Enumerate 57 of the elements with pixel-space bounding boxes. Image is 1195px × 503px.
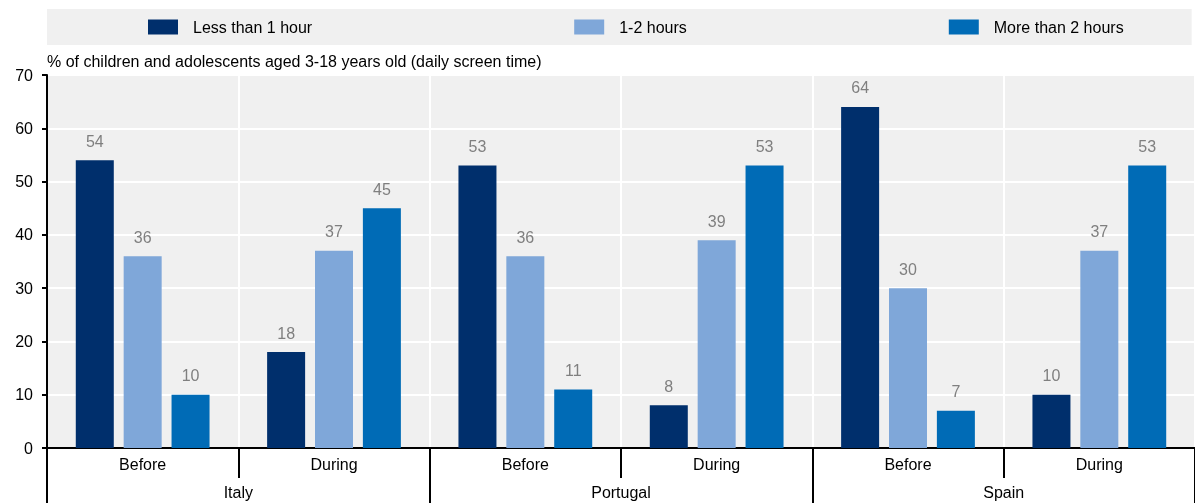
data-label: 10	[1042, 367, 1061, 385]
data-label: 64	[851, 79, 870, 97]
data-label: 53	[468, 138, 487, 156]
bar	[171, 394, 210, 448]
data-label: 36	[133, 228, 152, 246]
data-label: 7	[951, 383, 961, 401]
data-label: 11	[564, 361, 582, 379]
data-label: 54	[85, 132, 104, 150]
y-tick-label: 60	[15, 119, 34, 137]
x-tick-label: During	[693, 455, 741, 473]
bar	[841, 106, 880, 448]
bar	[889, 288, 927, 448]
bar	[554, 389, 593, 448]
data-label: 8	[664, 377, 674, 395]
bar	[1128, 165, 1167, 448]
bar	[506, 256, 545, 448]
data-label: 53	[1138, 138, 1157, 156]
bar	[1032, 394, 1071, 448]
x-tick-label: Before	[119, 455, 167, 473]
data-label: 10	[181, 367, 200, 385]
bar	[315, 250, 353, 448]
legend-label: Less than 1 hour	[193, 18, 313, 36]
x-tick-label: Before	[884, 455, 932, 473]
x-tick-label: Before	[501, 455, 550, 473]
data-label: 45	[372, 180, 391, 198]
bar	[1080, 250, 1119, 448]
text: Spain	[983, 483, 1025, 501]
bar	[123, 256, 162, 448]
bar	[267, 352, 306, 448]
y-tick-label: 70	[15, 66, 34, 84]
bar	[745, 165, 784, 448]
data-label: 53	[755, 138, 774, 156]
y-tick-label: 30	[15, 279, 34, 297]
data-label: 36	[516, 228, 535, 246]
y-tick-label: 50	[15, 173, 34, 191]
bar	[649, 405, 688, 448]
y-tick-label: 0	[24, 439, 34, 457]
y-tick-label: 40	[15, 226, 34, 244]
y-tick-label: 20	[15, 332, 34, 350]
data-label: 37	[1090, 223, 1109, 241]
legend-label: More than 2 hours	[993, 18, 1124, 36]
bar	[362, 208, 401, 448]
x-tick-label: During	[310, 455, 358, 473]
data-label: 39	[707, 212, 726, 230]
x-tick-label: During	[1075, 455, 1123, 473]
bar	[697, 240, 736, 448]
text: Portugal	[591, 483, 651, 501]
bar	[75, 160, 114, 448]
bar	[936, 410, 975, 448]
data-label: 30	[899, 260, 917, 278]
legend-label: 1-2 hours	[619, 18, 687, 36]
y-tick-label: 10	[15, 386, 34, 404]
y-axis-title: % of children and adolescents aged 3-18 years old (daily screen time)	[47, 52, 542, 70]
text: Italy	[223, 483, 254, 501]
data-label: 37	[325, 223, 343, 241]
data-label: 18	[277, 324, 296, 342]
bar	[458, 165, 497, 448]
